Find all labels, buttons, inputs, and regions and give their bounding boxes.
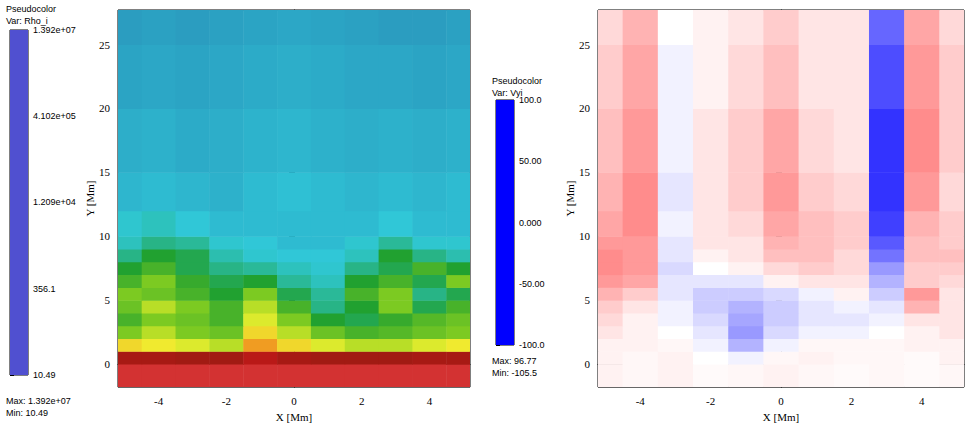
svg-text:Pseudocolor: Pseudocolor: [6, 4, 56, 14]
svg-text:5: 5: [105, 294, 111, 306]
svg-text:-4: -4: [636, 395, 646, 407]
svg-text:Var: Rho_i: Var: Rho_i: [6, 16, 48, 26]
svg-text:0: 0: [105, 358, 111, 370]
svg-text:0: 0: [778, 395, 784, 407]
svg-text:Min: 10.49: Min: 10.49: [6, 408, 48, 418]
svg-text:X [Mm]: X [Mm]: [276, 411, 312, 423]
svg-text:2: 2: [359, 395, 365, 407]
svg-text:1.392e+07: 1.392e+07: [33, 25, 76, 35]
svg-text:-100.0: -100.0: [519, 340, 545, 350]
svg-text:Y [Mm]: Y [Mm]: [564, 181, 576, 217]
svg-text:2: 2: [849, 395, 855, 407]
svg-text:50.00: 50.00: [519, 156, 542, 166]
svg-text:-2: -2: [222, 395, 231, 407]
svg-text:25: 25: [99, 39, 111, 51]
svg-text:4.102e+05: 4.102e+05: [33, 111, 76, 121]
svg-text:356.1: 356.1: [33, 284, 56, 294]
svg-text:-50.00: -50.00: [519, 279, 545, 289]
svg-text:Min: -105.5: Min: -105.5: [492, 368, 537, 378]
svg-text:0: 0: [585, 358, 591, 370]
svg-text:15: 15: [579, 166, 591, 178]
svg-text:1.209e+04: 1.209e+04: [33, 197, 76, 207]
svg-text:0.000: 0.000: [519, 218, 542, 228]
svg-text:5: 5: [585, 294, 591, 306]
svg-text:20: 20: [99, 102, 111, 114]
svg-text:15: 15: [99, 166, 111, 178]
svg-text:4: 4: [919, 395, 925, 407]
svg-text:Y [Mm]: Y [Mm]: [84, 181, 96, 217]
svg-text:100.0: 100.0: [519, 95, 542, 105]
svg-text:0: 0: [291, 395, 297, 407]
svg-text:-4: -4: [154, 395, 164, 407]
svg-text:10: 10: [579, 230, 591, 242]
svg-text:10.49: 10.49: [33, 370, 56, 380]
svg-text:Max: 96.77: Max: 96.77: [492, 356, 537, 366]
svg-text:X [Mm]: X [Mm]: [763, 411, 799, 423]
svg-text:25: 25: [579, 39, 591, 51]
svg-text:Var: Vyi: Var: Vyi: [492, 88, 523, 98]
svg-text:10: 10: [99, 230, 111, 242]
svg-text:4: 4: [427, 395, 433, 407]
svg-text:-2: -2: [706, 395, 715, 407]
svg-text:20: 20: [579, 102, 591, 114]
svg-text:Pseudocolor: Pseudocolor: [492, 76, 542, 86]
svg-text:Max: 1.392e+07: Max: 1.392e+07: [6, 396, 71, 406]
